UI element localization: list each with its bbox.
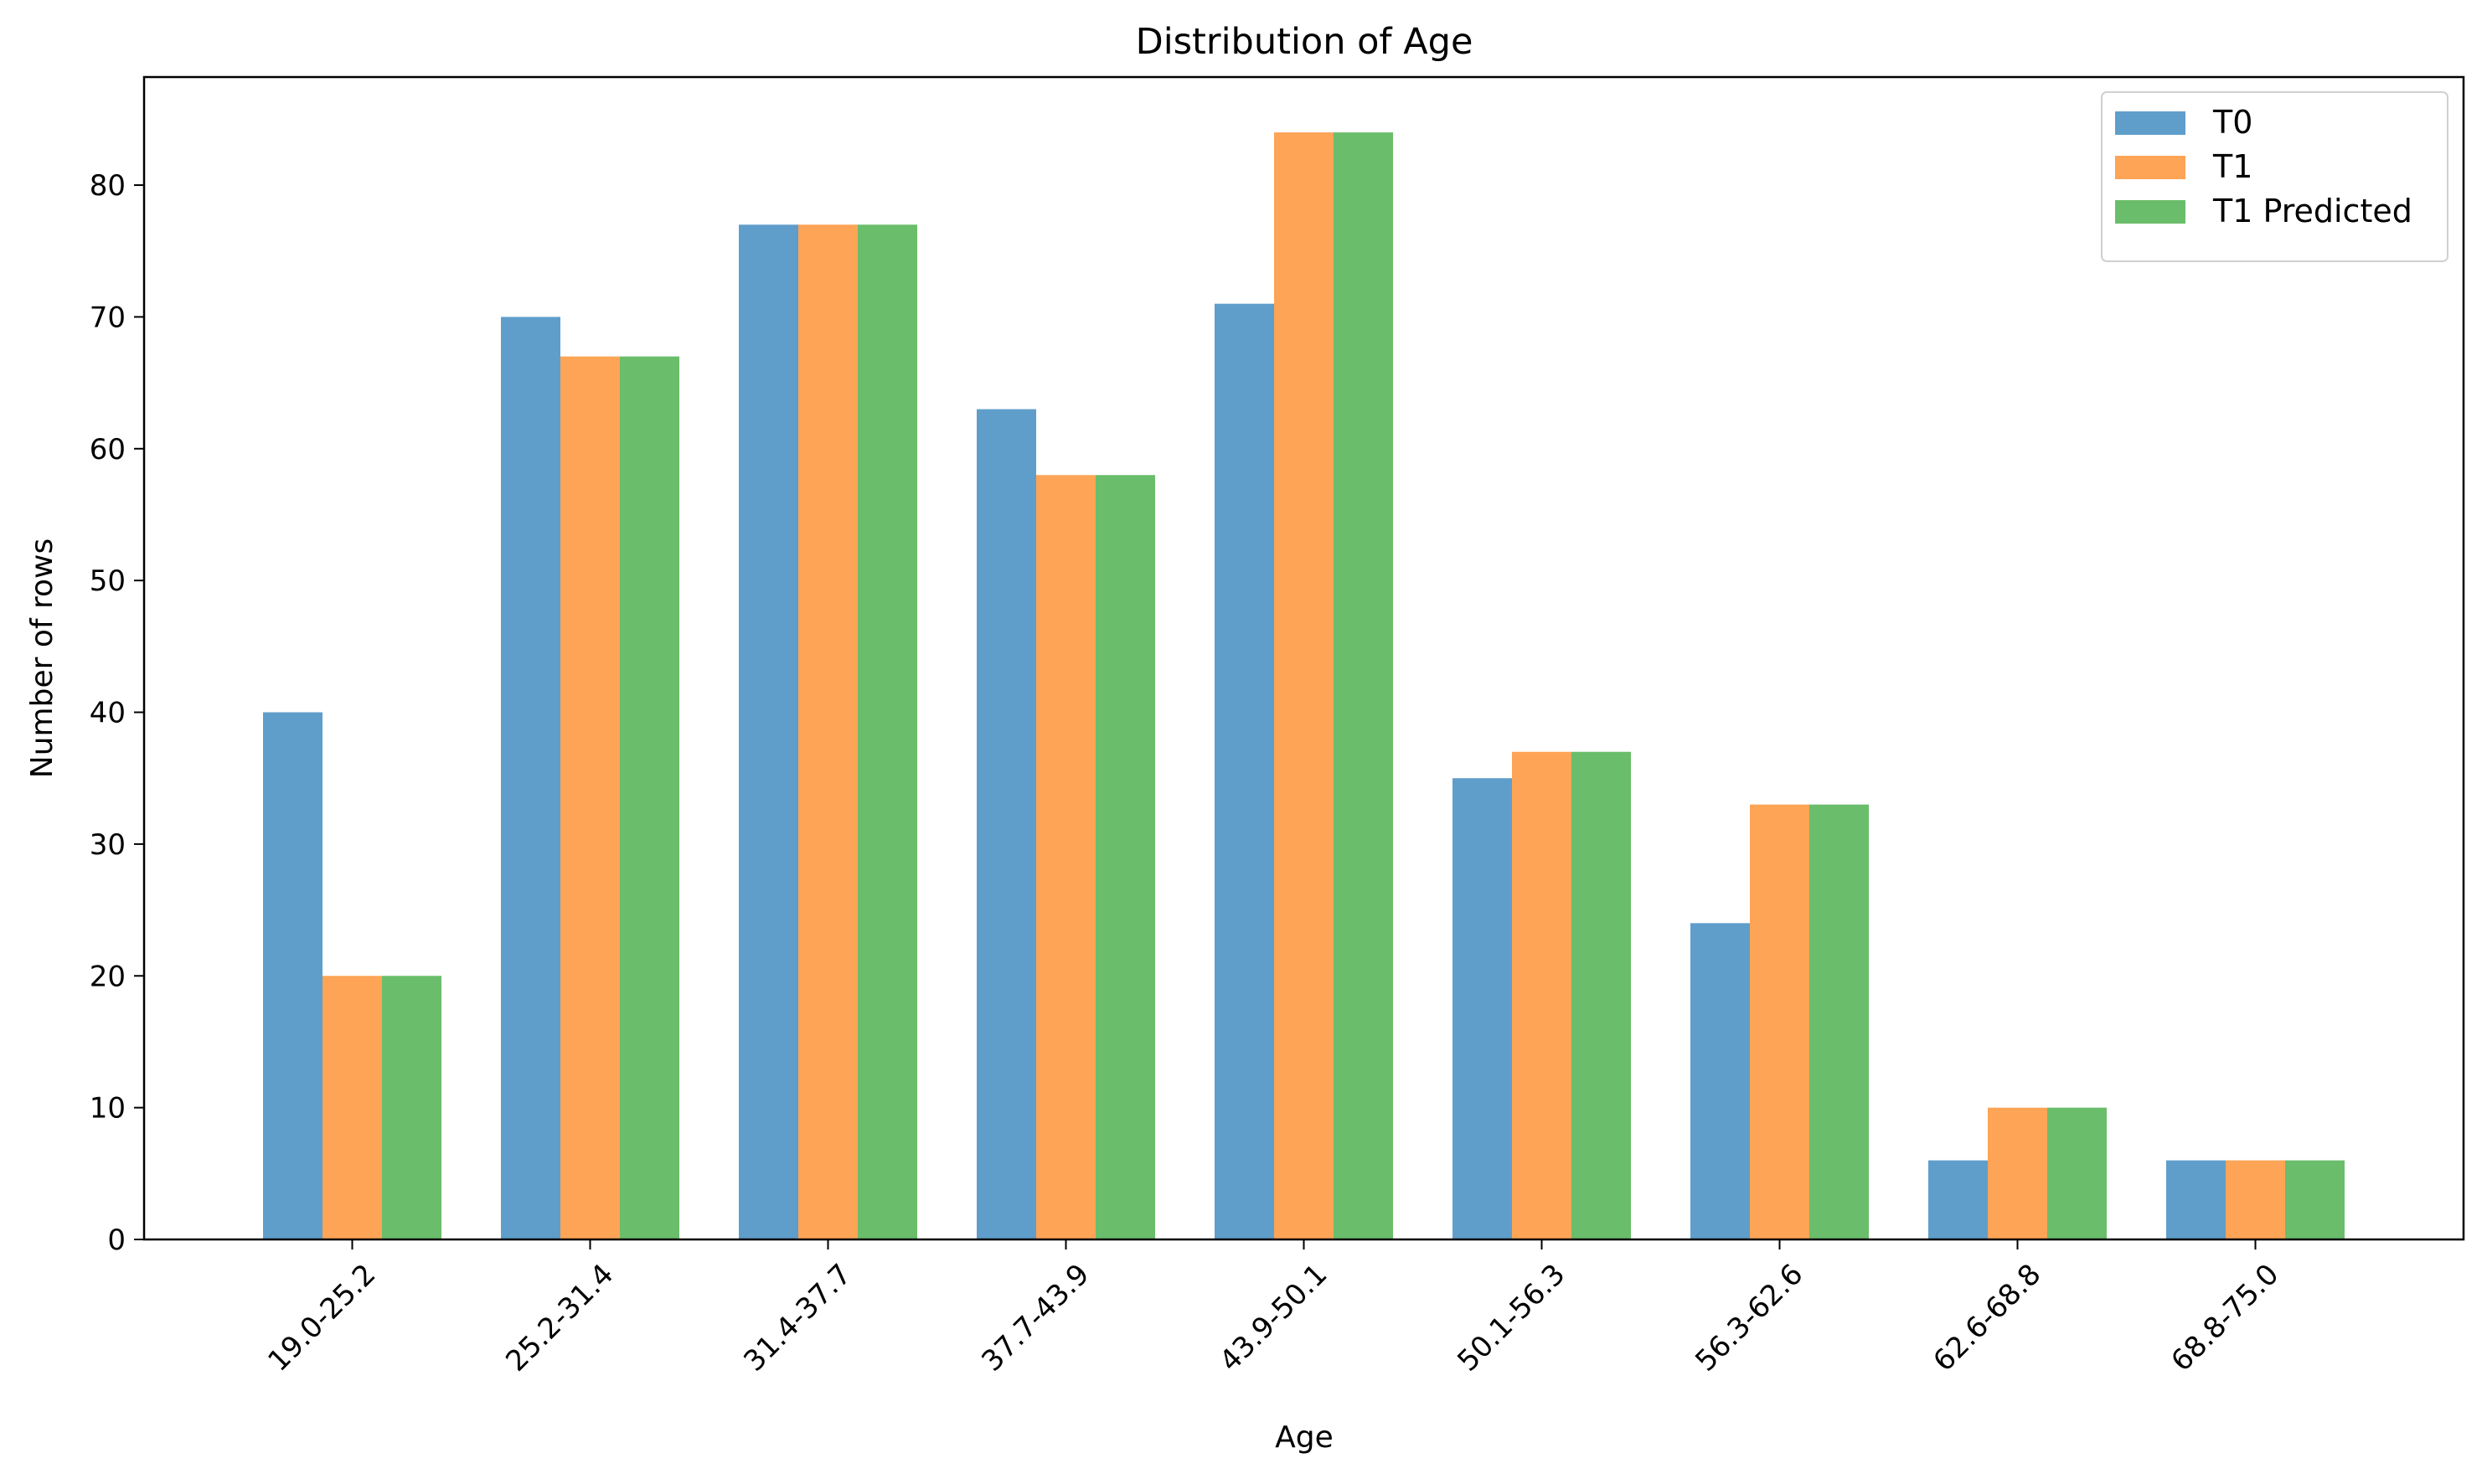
y-axis-ticks: 0 10 20 30 40 50 60 70 80 <box>90 169 144 1257</box>
bar-t0-43.9-50.1 <box>1215 303 1274 1239</box>
legend-label: T0 <box>2212 104 2252 141</box>
y-tick-label: 70 <box>90 301 126 334</box>
bar-t1-19.0-25.2 <box>322 976 382 1239</box>
plot-frame <box>142 75 2465 1241</box>
bar-t1-31.4-37.7 <box>798 224 858 1240</box>
y-tick-label: 60 <box>90 433 126 466</box>
bars-layer <box>263 132 2345 1240</box>
bar-t1-predicted-62.6-68.8 <box>2047 1107 2107 1239</box>
y-tick-label: 30 <box>90 828 126 862</box>
legend-swatch <box>2115 111 2185 135</box>
x-axis-ticks: 19.0-25.2 25.2-31.4 31.4-37.7 37.7-43.9 43.9… <box>261 1239 2285 1378</box>
bar-t1-43.9-50.1 <box>1274 132 1334 1240</box>
x-tick-label: 37.7-43.9 <box>975 1258 1096 1378</box>
bar-t0-37.7-43.9 <box>977 409 1036 1240</box>
y-tick-label: 40 <box>90 697 126 730</box>
bar-t0-19.0-25.2 <box>263 712 322 1239</box>
bar-t1-37.7-43.9 <box>1036 475 1096 1239</box>
bar-t0-31.4-37.7 <box>739 224 798 1240</box>
bar-t1-predicted-19.0-25.2 <box>382 976 441 1239</box>
bar-t1-56.3-62.6 <box>1750 804 1809 1239</box>
bar-t1-68.8-75.0 <box>2226 1160 2285 1239</box>
bar-t1-predicted-31.4-37.7 <box>858 224 917 1240</box>
bar-t0-50.1-56.3 <box>1452 778 1512 1239</box>
bar-t0-56.3-62.6 <box>1690 923 1750 1239</box>
y-tick-label: 50 <box>90 564 126 598</box>
bar-t1-50.1-56.3 <box>1512 751 1571 1239</box>
bar-t1-predicted-37.7-43.9 <box>1096 475 1155 1239</box>
x-tick-label: 19.0-25.2 <box>261 1258 382 1378</box>
bar-t1-predicted-25.2-31.4 <box>620 356 679 1240</box>
y-tick-label: 10 <box>90 1092 126 1126</box>
y-tick-label: 80 <box>90 169 126 203</box>
y-tick-label: 0 <box>107 1224 126 1257</box>
x-tick-label: 43.9-50.1 <box>1213 1258 1334 1378</box>
x-tick-label: 56.3-62.6 <box>1689 1258 1809 1378</box>
x-tick-label: 62.6-68.8 <box>1927 1258 2047 1378</box>
legend-label: T1 Predicted <box>2212 193 2412 229</box>
bar-t1-62.6-68.8 <box>1988 1107 2047 1239</box>
legend-box <box>2101 91 2448 262</box>
bar-t0-62.6-68.8 <box>1928 1160 1988 1239</box>
x-axis-label: Age <box>1275 1420 1334 1455</box>
legend-swatch <box>2115 200 2185 224</box>
bar-t1-predicted-68.8-75.0 <box>2285 1160 2345 1239</box>
bar-t0-68.8-75.0 <box>2166 1160 2226 1239</box>
bar-t1-predicted-50.1-56.3 <box>1571 751 1631 1239</box>
legend: T0 T1 T1 Predicted <box>2101 91 2448 262</box>
legend-swatch <box>2115 156 2185 179</box>
x-tick-label: 68.8-75.0 <box>2165 1258 2285 1378</box>
legend-label: T1 <box>2212 148 2252 185</box>
bar-t0-25.2-31.4 <box>501 317 560 1239</box>
bar-t1-predicted-43.9-50.1 <box>1334 132 1393 1240</box>
x-tick-label: 50.1-56.3 <box>1451 1258 1571 1378</box>
y-axis-label: Number of rows <box>25 538 59 778</box>
x-tick-label: 31.4-37.7 <box>737 1258 858 1378</box>
chart-title: Distribution of Age <box>1136 21 1473 63</box>
bar-t1-25.2-31.4 <box>560 356 620 1240</box>
x-tick-label: 25.2-31.4 <box>499 1258 620 1378</box>
bar-t1-predicted-56.3-62.6 <box>1809 804 1869 1239</box>
y-tick-label: 20 <box>90 960 126 993</box>
